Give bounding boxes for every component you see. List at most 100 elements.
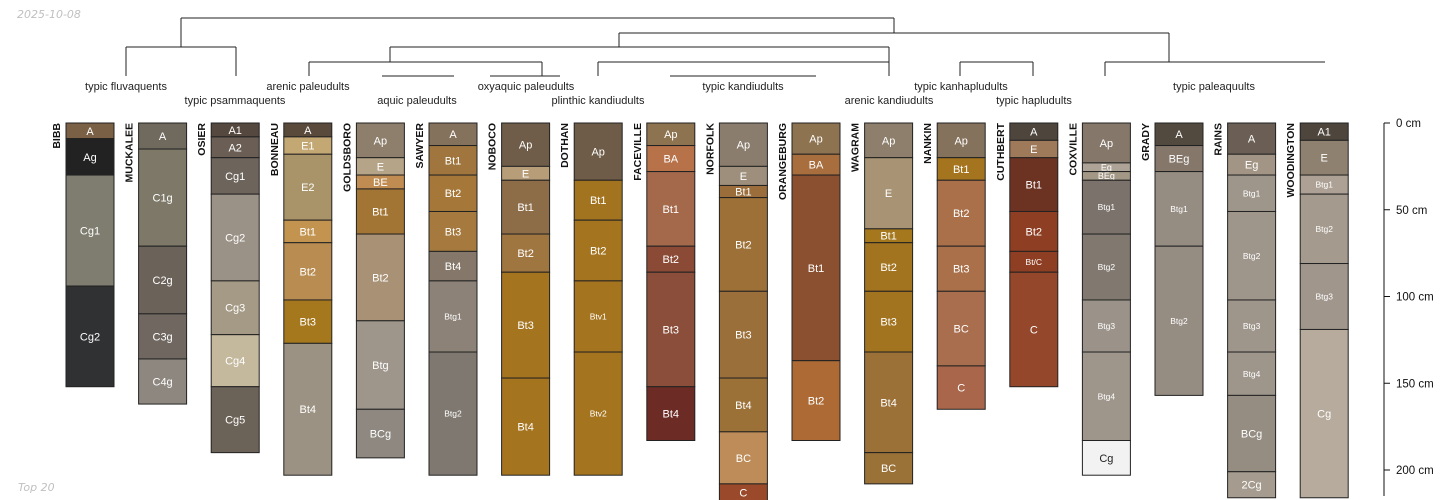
profile-cuthbert: AE Bt1 Bt2 Bt/C C CUTHBERT (995, 122, 1059, 388)
horizon (65, 285, 115, 388)
profile-name: NORFOLK (704, 123, 716, 175)
horizon (283, 342, 333, 476)
taxon-label: typic paleaquults (1173, 81, 1255, 93)
profile-woodington: A1 E Btg1 Btg2 Btg3 Cg WOODINGTON (1285, 122, 1349, 499)
profile-name: ORANGEBURG (777, 123, 789, 200)
horizon-label: E2 (301, 182, 314, 194)
depth-tick-label: 0 cm (1396, 118, 1421, 130)
horizon-label: Bt2 (880, 262, 897, 274)
horizon-label: Bt2 (663, 254, 680, 266)
horizon (1227, 299, 1277, 353)
horizon (718, 290, 768, 379)
depth-tick-label: 100 cm (1396, 292, 1434, 304)
horizon-label: C4g (153, 376, 173, 388)
profile-name: BONNEAU (269, 123, 281, 176)
horizon-label: A (159, 131, 167, 143)
taxon-label: typic hapludults (996, 95, 1072, 107)
horizon-label: Eg (1245, 160, 1258, 172)
horizon-label: C3g (153, 331, 173, 343)
horizon-label: Bt2 (517, 248, 534, 260)
horizon (718, 197, 768, 292)
horizon-label: Cg (1099, 453, 1113, 465)
horizon (1154, 245, 1204, 396)
horizon (138, 245, 188, 315)
horizon (1009, 271, 1059, 388)
horizon (1081, 440, 1131, 476)
profile-name: DOTHAN (559, 123, 571, 168)
horizon-label: Ap (1100, 138, 1113, 150)
horizon (210, 334, 260, 388)
horizon-label: Btv2 (590, 409, 607, 419)
horizon (1154, 171, 1204, 247)
profile-sawyer: A Bt1 Bt2 Bt3 Bt4 Btg1 Btg2 SAWYER (414, 122, 478, 476)
horizon-label: E (377, 161, 384, 173)
horizon-label: Btg4 (1098, 391, 1116, 401)
horizon-label: Cg5 (225, 415, 245, 427)
horizon-label: E (740, 171, 747, 183)
horizon-label: E (1321, 153, 1328, 165)
profile-orangeburg: Ap BA Bt1 Bt2 ORANGEBURG (777, 122, 841, 442)
horizon-label: Bt4 (880, 397, 897, 409)
horizon (791, 122, 841, 155)
horizon (1081, 179, 1131, 235)
horizon-label: Bt2 (300, 266, 317, 278)
profile-name: OSIER (196, 123, 208, 156)
horizon (646, 271, 696, 388)
profile-dothan: Ap Bt1 Bt2 Btv1 Btv2 DOTHAN (559, 122, 623, 476)
horizon (573, 351, 623, 476)
horizon (428, 280, 478, 353)
horizon (138, 122, 188, 150)
horizon-label: Btv1 (590, 312, 607, 322)
horizon-label: C (1030, 324, 1038, 336)
horizon-label: BCg (1241, 429, 1262, 441)
profile-nankin: Ap Bt1 Bt2 Bt3 BC C NANKIN (922, 122, 986, 410)
horizon (501, 122, 551, 167)
horizon-label: Bt3 (445, 226, 462, 238)
horizon-label: Btg3 (1098, 321, 1116, 331)
horizon-label: Bt2 (590, 245, 607, 257)
horizon-label: Btg2 (1315, 224, 1333, 234)
horizon (1009, 210, 1059, 252)
horizon (355, 122, 405, 159)
profile-grady: A BEg Btg1 Btg2 GRADY (1140, 122, 1204, 396)
horizon-label: Ap (374, 135, 387, 147)
horizon-label: BA (809, 160, 824, 172)
profile-name: GOLDSBORO (341, 123, 353, 192)
horizon-label: BEg (1169, 154, 1190, 166)
horizon-label: Bt2 (953, 208, 970, 220)
horizon-label: C (739, 488, 747, 500)
horizon-label: C (957, 383, 965, 395)
horizon-label: Btg1 (1315, 180, 1333, 190)
horizon-label: Ap (664, 129, 677, 141)
horizon-label: E (522, 168, 529, 180)
horizon-label: Bt1 (808, 263, 825, 275)
horizon (501, 233, 551, 273)
horizon-label: BC (736, 453, 751, 465)
horizon (864, 290, 914, 353)
horizon-label: Cg2 (225, 232, 245, 244)
profile-name: FACEVILLE (632, 123, 644, 181)
horizon-label: Bt4 (735, 400, 752, 412)
horizon-label: Cg4 (225, 356, 245, 368)
horizon (283, 242, 333, 301)
horizon-label: Btg2 (1243, 251, 1261, 261)
profile-name: WAGRAM (850, 123, 862, 172)
horizon (355, 320, 405, 410)
horizon (501, 271, 551, 379)
horizon (791, 360, 841, 442)
horizon-label: Bt2 (808, 396, 825, 408)
horizon-label: Bt1 (663, 204, 680, 216)
horizon (1081, 351, 1131, 442)
horizon-label: Cg1 (80, 226, 100, 238)
profile-name: NOBOCO (487, 123, 499, 170)
horizon (1154, 145, 1204, 173)
profile-muckalee: A C1g C2g C3g C4g MUCKALEE (124, 122, 188, 405)
horizon (355, 188, 405, 235)
horizon (428, 174, 478, 212)
horizon-label: E (1030, 144, 1037, 156)
horizon (646, 145, 696, 173)
horizon (864, 157, 914, 230)
depth-tick-label: 50 cm (1396, 205, 1427, 217)
taxon-label: oxyaquic paleudults (478, 81, 575, 93)
